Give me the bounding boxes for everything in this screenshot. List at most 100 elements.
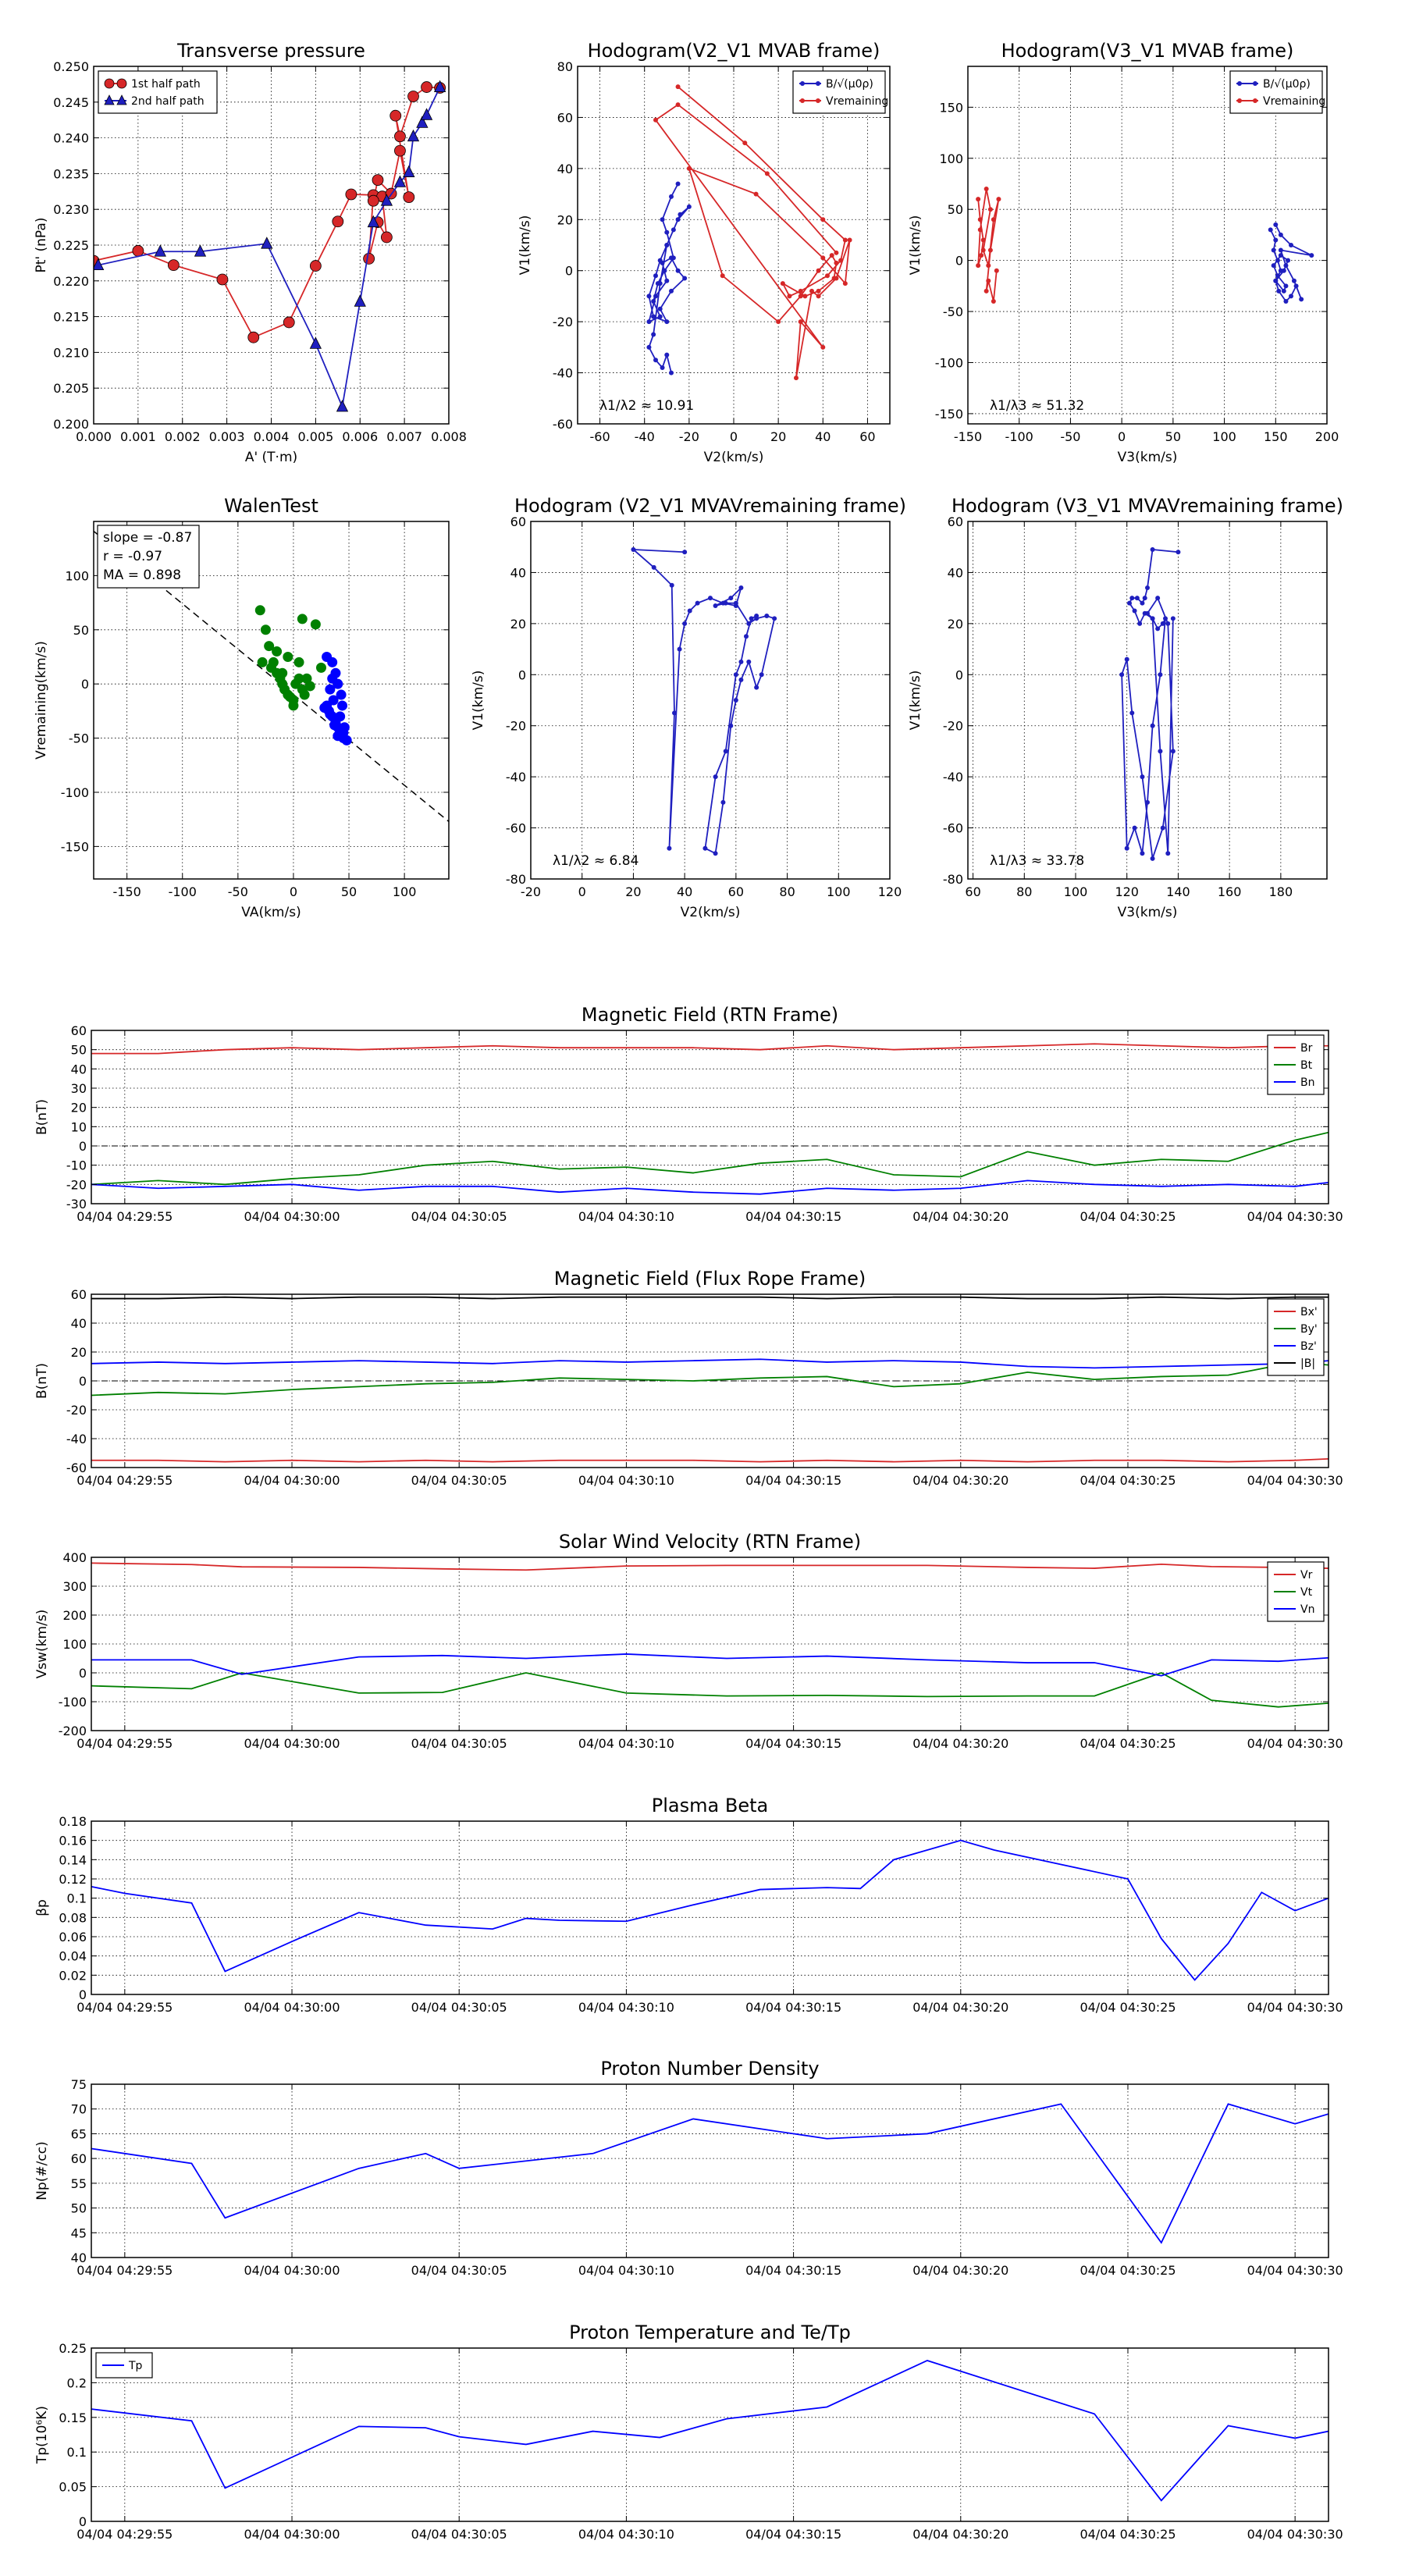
x-tick-label: 04/04 04:29:55 — [76, 2000, 173, 2015]
legend-box — [1229, 70, 1323, 114]
data-point — [847, 237, 852, 243]
y-tick-label: 0.16 — [59, 1834, 87, 1848]
x-axis-label: V3(km/s) — [1118, 450, 1178, 465]
y-axis-label: Tp(10⁶K) — [34, 2406, 50, 2464]
y-tick-label: 40 — [948, 565, 963, 580]
data-point — [1129, 710, 1135, 716]
series-line — [654, 86, 851, 379]
data-point — [327, 673, 338, 684]
y-tick-label: 100 — [939, 151, 963, 166]
y-tick-label: 20 — [557, 212, 573, 227]
x-tick-label: 80 — [779, 884, 795, 899]
x-tick-label: 04/04 04:30:25 — [1080, 1209, 1176, 1224]
data-point — [675, 84, 681, 90]
x-tick-label: 100 — [827, 884, 851, 899]
y-tick-label: -150 — [61, 839, 89, 854]
chart-title: Hodogram (V2_V1 MVAVremaining frame) — [514, 495, 906, 517]
y-tick-label: 50 — [71, 2201, 87, 2216]
x-tick-label: 04/04 04:30:10 — [578, 2527, 674, 2542]
data-point — [980, 237, 986, 243]
data-point — [651, 298, 656, 304]
y-tick-label: 40 — [71, 1316, 87, 1331]
data-point — [733, 672, 738, 678]
x-tick-label: 04/04 04:30:05 — [411, 2000, 507, 2015]
data-point — [749, 616, 754, 621]
series-Vt — [91, 1672, 1329, 1708]
data-point — [720, 273, 725, 279]
data-point — [288, 700, 299, 711]
chart-title: Proton Number Density — [600, 2058, 819, 2080]
y-tick-label: 0.15 — [59, 2411, 87, 2425]
data-point — [667, 845, 672, 851]
series-Bz' — [91, 1358, 1329, 1369]
data-point — [695, 600, 700, 606]
data-point — [1145, 610, 1150, 616]
data-point — [1283, 263, 1289, 269]
data-point — [380, 231, 393, 244]
y-tick-label: -60 — [943, 821, 963, 836]
grid — [91, 1294, 1329, 1468]
x-tick-label: -150 — [954, 429, 982, 444]
series-line — [91, 1653, 1329, 1677]
y-tick-label: 70 — [71, 2102, 87, 2117]
series-line — [91, 1131, 1329, 1186]
data-point — [293, 656, 304, 667]
data-point — [1134, 596, 1140, 601]
data-point — [646, 344, 652, 350]
x-tick-label: 04/04 04:30:00 — [244, 1473, 340, 1488]
x-tick-label: 04/04 04:30:05 — [411, 1209, 507, 1224]
chart-hodo_v2v1_rem: -20 0 20 40 60 80 100 120-80-60-40-200204060Hod… — [471, 495, 906, 920]
x-tick-label: 50 — [1165, 429, 1181, 444]
y-tick-label: 0.05 — [59, 2480, 87, 2495]
y-tick-label: 0.06 — [59, 1930, 87, 1944]
y-tick-label: 0.2 — [67, 2375, 87, 2390]
x-tick-label: 40 — [815, 429, 831, 444]
data-point — [825, 273, 830, 279]
x-tick-label: 0 — [578, 884, 586, 899]
x-tick-label: 40 — [677, 884, 692, 899]
grid — [91, 1030, 1329, 1204]
series-line — [91, 1361, 1329, 1397]
series-Bx' — [91, 1458, 1329, 1463]
legend-label: Bt — [1300, 1059, 1313, 1072]
data-point — [272, 646, 283, 657]
grid — [91, 2348, 1329, 2521]
data-point — [1132, 608, 1137, 614]
y-axis-label: B(nT) — [34, 1363, 50, 1399]
y-tick-label: 0.25 — [59, 2341, 87, 2356]
x-tick-label: 04/04 04:30:15 — [745, 1209, 841, 1224]
data-point — [976, 197, 981, 202]
data-point — [261, 237, 273, 249]
y-tick-label: 50 — [73, 623, 89, 638]
data-point — [816, 294, 821, 299]
stats-line: MA = 0.898 — [103, 568, 181, 583]
grid — [94, 521, 449, 879]
data-point — [1140, 851, 1145, 856]
series-|B| — [91, 1296, 1329, 1300]
axes-frame — [91, 2083, 1329, 2258]
series-1st half path — [94, 81, 446, 343]
data-point — [834, 276, 839, 281]
data-point — [746, 621, 752, 626]
data-point — [728, 723, 734, 728]
data-point — [686, 165, 692, 171]
legend: 1st half path 2nd half path — [98, 70, 218, 114]
data-point — [660, 365, 665, 371]
data-point — [738, 677, 744, 682]
x-tick-label: 04/04 04:30:20 — [912, 1736, 1008, 1751]
x-tick-label: 0.002 — [165, 429, 201, 444]
x-tick-label: 20 — [625, 884, 641, 899]
data-point — [653, 117, 658, 123]
data-point — [299, 689, 310, 700]
chart-title: Transverse pressure — [176, 40, 365, 62]
grid — [94, 66, 449, 424]
series-line — [91, 1672, 1329, 1708]
series-Np — [91, 2103, 1329, 2244]
y-tick-label: 0.200 — [53, 417, 89, 432]
axes-frame — [93, 521, 450, 880]
chart-hodo_v3v1_rem: 60 80 100 120 140 160 180-80-60-40-200204060Ho… — [908, 495, 1343, 920]
x-tick-label: 04/04 04:30:30 — [1247, 1736, 1343, 1751]
series-Vremaining — [976, 187, 1001, 304]
data-point — [393, 175, 407, 187]
data-point — [664, 319, 670, 325]
